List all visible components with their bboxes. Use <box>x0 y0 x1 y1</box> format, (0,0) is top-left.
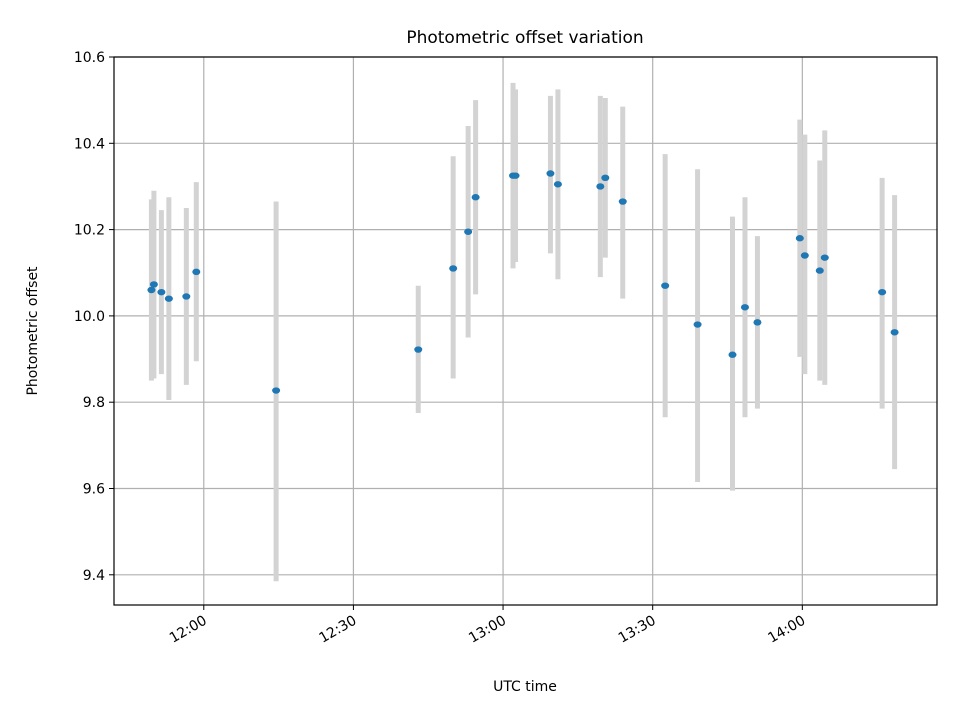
data-point <box>553 181 562 188</box>
data-point <box>147 286 156 294</box>
data-point <box>890 329 899 336</box>
data-points <box>147 170 899 394</box>
data-point <box>601 174 610 182</box>
data-point <box>464 228 473 235</box>
data-point <box>596 183 605 190</box>
data-point <box>164 295 173 302</box>
chart-title: Photometric offset variation <box>406 28 643 48</box>
data-point <box>795 235 804 242</box>
data-point <box>661 282 670 289</box>
y-tick-label: 9.6 <box>83 481 105 497</box>
data-point <box>471 194 480 201</box>
y-axis-ticks: 9.4 9.6 9.8 10.0 10.2 10.4 10.6 <box>74 50 114 584</box>
data-point <box>511 172 520 179</box>
y-tick-label: 9.4 <box>83 568 105 584</box>
data-point <box>192 268 201 276</box>
data-point <box>740 304 749 311</box>
data-point <box>618 198 627 205</box>
data-point <box>878 288 887 296</box>
data-point <box>728 351 737 358</box>
y-axis-label: Photometric offset <box>25 266 41 396</box>
data-point <box>414 346 423 353</box>
plot-frame <box>113 56 938 606</box>
data-point <box>820 254 829 261</box>
data-point <box>182 293 191 300</box>
data-point <box>753 319 762 326</box>
data-point <box>149 281 158 288</box>
y-tick-label: 9.8 <box>83 395 105 411</box>
y-tick-label: 10.4 <box>74 136 105 152</box>
data-point <box>693 321 702 328</box>
data-point <box>157 288 166 296</box>
data-point <box>815 267 824 274</box>
data-point <box>546 170 555 177</box>
data-point <box>449 265 458 272</box>
y-tick-label: 10.6 <box>74 50 105 66</box>
y-tick-label: 10.2 <box>74 223 105 239</box>
data-point <box>800 252 809 259</box>
x-axis-label: UTC time <box>493 679 557 695</box>
data-point <box>272 387 281 394</box>
y-tick-label: 10.0 <box>74 309 105 325</box>
